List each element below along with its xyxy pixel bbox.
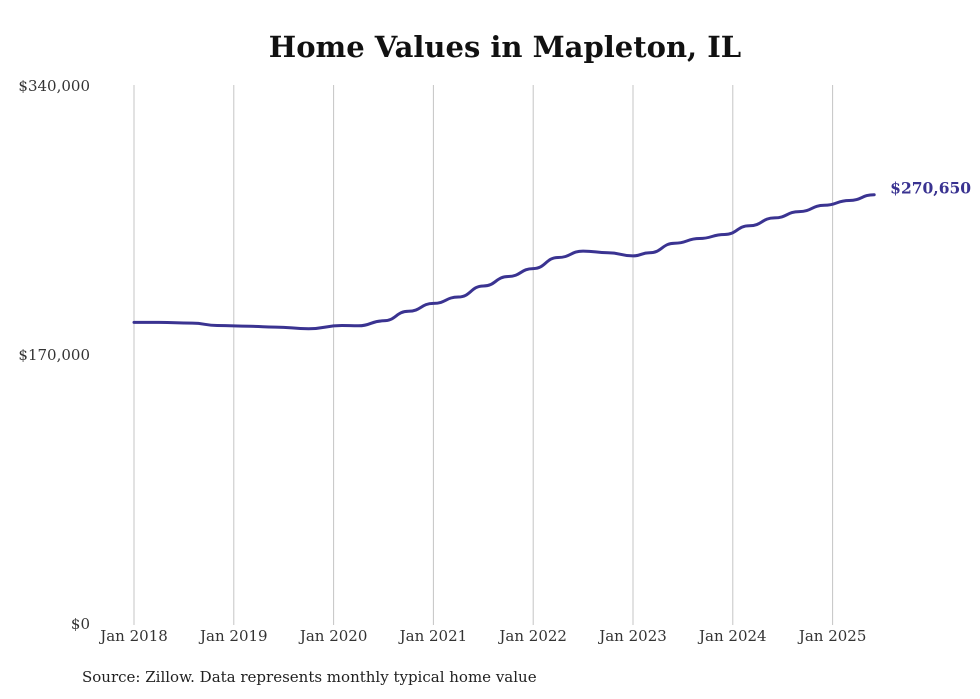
- y-tick-label: $0: [71, 615, 90, 633]
- x-tick-label: Jan 2019: [198, 627, 268, 645]
- x-tick-label: Jan 2018: [98, 627, 168, 645]
- series-line: [132, 193, 876, 331]
- x-tick-label: Jan 2020: [298, 627, 368, 645]
- x-tick-label: Jan 2023: [597, 627, 667, 645]
- y-tick-label: $340,000: [18, 77, 90, 95]
- x-tick-label: Jan 2022: [497, 627, 567, 645]
- end-value-label: $270,650: [890, 179, 971, 198]
- chart-title: Home Values in Mapleton, IL: [268, 30, 742, 64]
- x-tick-label: Jan 2025: [797, 627, 867, 645]
- y-tick-label: $170,000: [18, 346, 90, 364]
- x-tick-label: Jan 2021: [398, 627, 468, 645]
- source-note: Source: Zillow. Data represents monthly …: [82, 668, 537, 686]
- x-tick-label: Jan 2024: [697, 627, 767, 645]
